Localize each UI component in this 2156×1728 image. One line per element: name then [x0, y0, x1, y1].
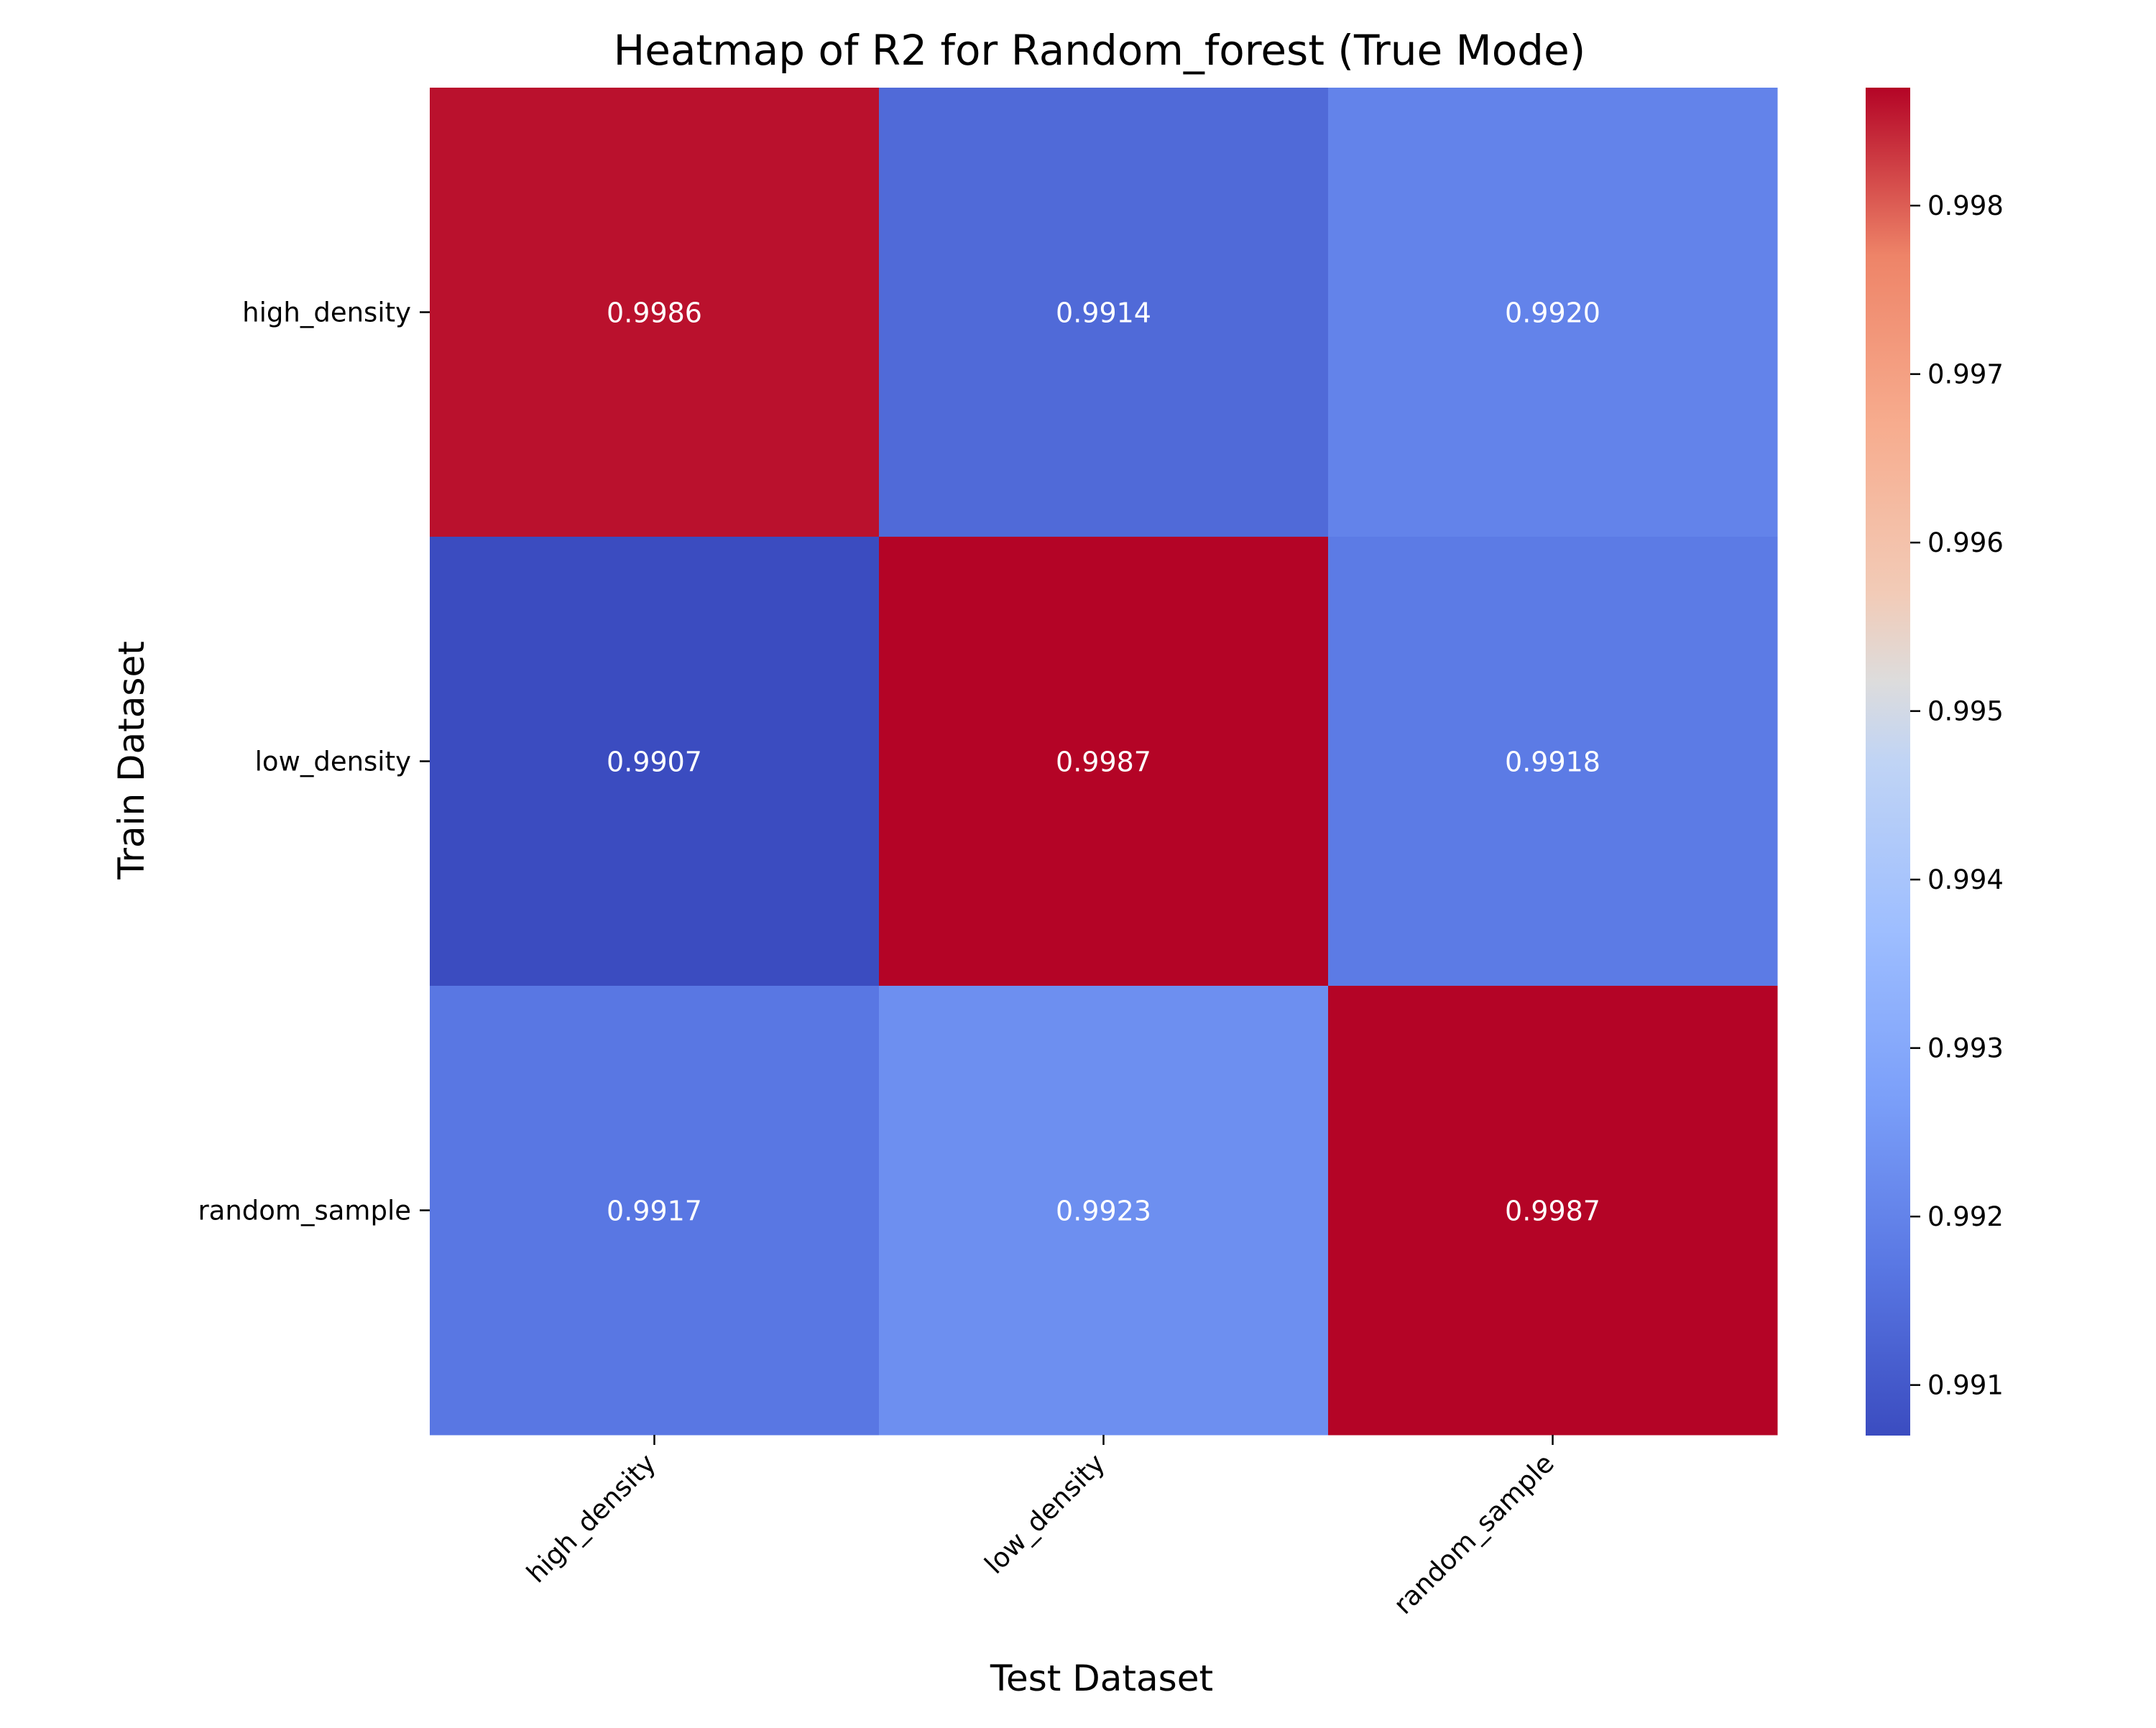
heatmap-cell-r1-c1: [879, 537, 1329, 987]
heatmap-cell-label-r2-c2: 0.9987: [1505, 1196, 1600, 1227]
colorbar-tick-label-6: 0.997: [1927, 359, 2004, 390]
heatmap-cell-r2-c1: [879, 986, 1329, 1436]
heatmap-cell-label-r0-c2: 0.9920: [1505, 297, 1600, 329]
chart-title: Heatmap of R2 for Random_forest (True Mo…: [614, 26, 1586, 75]
colorbar-tick-label-3: 0.994: [1927, 864, 2004, 895]
heatmap-cell-r0-c1: [879, 88, 1329, 537]
colorbar-tick-label-0: 0.991: [1927, 1370, 2004, 1401]
heatmap-cell-label-r0-c1: 0.9914: [1056, 297, 1151, 329]
colorbar-ticks: 0.991 0.992 0.993 0.994 0.995 0.996 0.997 0.998: [1910, 190, 2004, 1401]
colorbar-tick-label-2: 0.993: [1927, 1033, 2004, 1064]
colorbar-tick-label-1: 0.992: [1927, 1201, 2004, 1232]
heatmap-cell-labels: 0.9986 0.9914 0.9920 0.9907 0.9987 0.9918 0.99…: [607, 297, 1600, 1227]
heatmap-cell-label-r1-c2: 0.9918: [1505, 747, 1600, 778]
colorbar-tick-label-5: 0.996: [1927, 527, 2004, 558]
x-tick-label-0: high_density: [520, 1448, 661, 1589]
colorbar-tick-label-7: 0.998: [1927, 190, 2004, 221]
x-axis-ticks: high_density low_density random_sample: [520, 1435, 1560, 1620]
y-tick-label-0: high_density: [242, 297, 411, 328]
colorbar-tick-label-4: 0.995: [1927, 696, 2004, 727]
heatmap-cell-label-r1-c1: 0.9987: [1056, 747, 1151, 778]
colorbar: [1866, 88, 1910, 1436]
y-tick-label-1: low_density: [255, 747, 411, 777]
x-axis-label: Test Dataset: [990, 1658, 1213, 1699]
y-axis-label: Train Dataset: [111, 641, 152, 880]
heatmap-cell-label-r0-c0: 0.9986: [607, 297, 702, 329]
heatmap-cell-r1-c0: [430, 537, 880, 987]
x-tick-label-1: low_density: [979, 1448, 1111, 1580]
heatmap-cell-r2-c2: [1328, 986, 1778, 1436]
heatmap-cells: [430, 88, 1778, 1436]
heatmap-cell-r0-c2: [1328, 88, 1778, 537]
heatmap-cell-r2-c0: [430, 986, 880, 1436]
y-tick-label-2: random_sample: [198, 1196, 411, 1226]
x-tick-label-2: random_sample: [1388, 1448, 1560, 1620]
heatmap-cell-r1-c2: [1328, 537, 1778, 987]
heatmap-cell-label-r2-c0: 0.9917: [607, 1196, 702, 1227]
y-axis-ticks: high_density low_density random_sample: [198, 297, 430, 1226]
heatmap-cell-r0-c0: [430, 88, 880, 537]
heatmap-cell-label-r1-c0: 0.9907: [607, 747, 702, 778]
heatmap-cell-label-r2-c1: 0.9923: [1056, 1196, 1151, 1227]
